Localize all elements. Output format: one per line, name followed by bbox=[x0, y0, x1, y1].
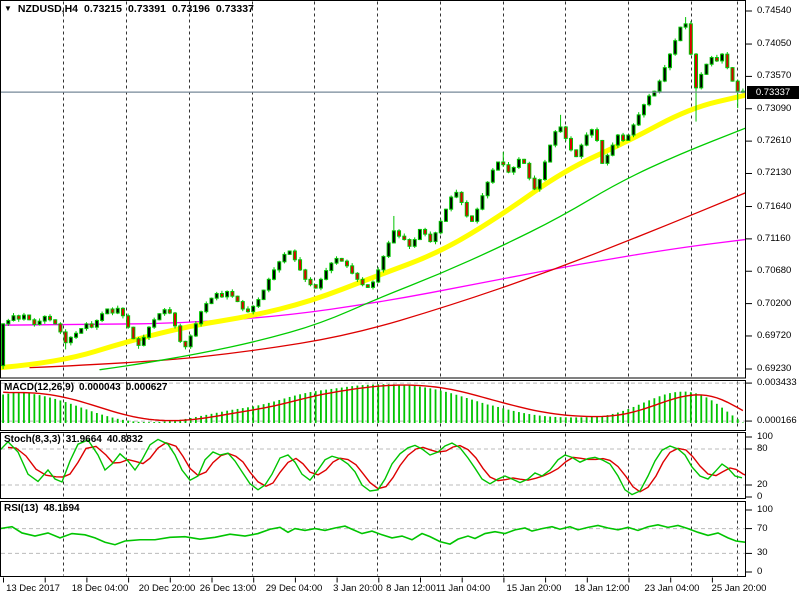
macd-signal-line bbox=[3, 384, 744, 422]
stoch-main-line bbox=[1, 438, 743, 496]
indicator-axis-label: 0 bbox=[757, 566, 763, 577]
time-axis[interactable]: 13 Dec 2017 18 Dec 04:00 20 Dec 20:00 26 De… bbox=[0, 577, 800, 600]
time-axis-label: 18 Jan 12:00 bbox=[574, 583, 630, 594]
price-axis-label: 0.70200 bbox=[757, 297, 792, 309]
price-axis-label: 0.72130 bbox=[757, 167, 792, 179]
indicator-axis-label: 80 bbox=[757, 443, 768, 454]
time-axis-label: 23 Jan 04:00 bbox=[644, 583, 700, 594]
rsi-panel[interactable]: RSI(13) 48.1694 bbox=[0, 502, 746, 577]
stochastic-label: Stoch(8,3,3) 31.9664 40.8832 bbox=[4, 434, 143, 445]
ma-green bbox=[99, 127, 745, 371]
price-axis-label: 0.71640 bbox=[757, 200, 792, 212]
time-axis-label: 18 Dec 04:00 bbox=[71, 583, 129, 594]
time-axis-label: 20 Dec 20:00 bbox=[138, 583, 196, 594]
time-axis-label: 11 Jan 04:00 bbox=[435, 583, 491, 594]
ma-red bbox=[29, 192, 745, 369]
indicator-axis-label: 0.003433 bbox=[757, 377, 797, 389]
low-value: 0.73196 bbox=[171, 3, 210, 15]
rsi-line bbox=[1, 524, 745, 546]
time-axis-label: 15 Jan 20:00 bbox=[506, 583, 562, 594]
symbol-dropdown-icon[interactable]: ▼ bbox=[4, 4, 12, 13]
price-axis-label: 0.69230 bbox=[757, 363, 792, 374]
symbol-label: NZDUSD,H4 bbox=[17, 3, 79, 15]
price-axis-label: 0.71160 bbox=[757, 232, 791, 244]
stoch-signal-line bbox=[7, 442, 745, 493]
indicator-axis-label: 100 bbox=[757, 431, 773, 442]
macd-panel[interactable]: MACD(12,26,9) 0.000043 0.000627 bbox=[0, 381, 746, 431]
indicator-axis-label: 30 bbox=[757, 547, 768, 559]
price-axis-label: 0.70680 bbox=[757, 265, 792, 277]
price-axis-label: 0.72610 bbox=[757, 135, 792, 147]
time-axis-label: 29 Dec 04:00 bbox=[265, 583, 323, 594]
time-axis-label: 26 Dec 13:00 bbox=[199, 583, 257, 594]
indicator-axis-label: 0 bbox=[757, 491, 763, 502]
price-axis-label: 0.74050 bbox=[757, 38, 792, 50]
open-value: 0.73215 bbox=[84, 3, 122, 15]
stochastic-panel[interactable]: Stoch(8,3,3) 31.9664 40.8832 bbox=[0, 433, 746, 499]
price-axis-label: 0.73570 bbox=[757, 70, 792, 82]
time-axis-label: 8 Jan 12:00 bbox=[386, 583, 436, 594]
price-axis-label: 0.73090 bbox=[757, 102, 792, 114]
ma-magenta bbox=[1, 238, 745, 326]
indicator-axis-label: 0.000166 bbox=[757, 415, 797, 427]
close-value: 0.73337 bbox=[215, 3, 254, 15]
main-chart-panel[interactable]: ▼ NZDUSD,H4 0.73215 0.73391 0.73196 0.73337 bbox=[0, 0, 746, 378]
high-value: 0.73391 bbox=[127, 3, 166, 15]
price-axis[interactable]: 0.73337 0.74540 0.74050 0.73570 0.73090 0.72… bbox=[746, 0, 800, 577]
time-axis-label: 13 Dec 2017 bbox=[6, 583, 60, 594]
price-axis-label: 0.69720 bbox=[757, 329, 792, 341]
macd-label: MACD(12,26,9) 0.000043 0.000627 bbox=[4, 382, 168, 393]
indicator-axis-label: 100 bbox=[757, 504, 773, 515]
price-axis-label: 0.74540 bbox=[757, 5, 792, 16]
current-price-badge: 0.73337 bbox=[747, 85, 799, 99]
time-axis-label: 25 Jan 20:00 bbox=[711, 583, 767, 594]
indicator-axis-label: 70 bbox=[757, 522, 768, 534]
time-axis-label: 3 Jan 20:00 bbox=[333, 583, 383, 594]
indicator-axis-label: 20 bbox=[757, 479, 768, 490]
symbol-ohlc-overlay: ▼ NZDUSD,H4 0.73215 0.73391 0.73196 0.73337 bbox=[4, 3, 260, 15]
rsi-label: RSI(13) 48.1694 bbox=[4, 503, 80, 514]
